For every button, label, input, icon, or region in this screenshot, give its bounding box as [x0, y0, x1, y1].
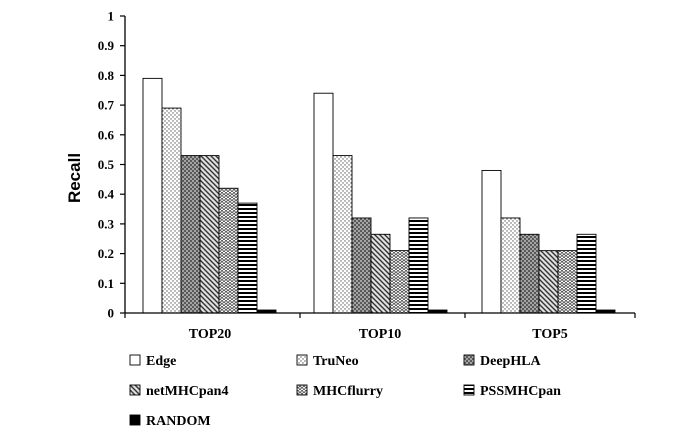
bar-pssmhcpan-top20: [237, 202, 258, 314]
y-tick-label: 0: [108, 306, 115, 321]
legend-label-edge: Edge: [146, 354, 176, 369]
legend-label-deephla: DeepHLA: [480, 354, 542, 369]
y-tick-label: 1: [108, 9, 115, 24]
legend-swatch-pssmhcpan: [463, 384, 475, 396]
legend-label-random: RANDOM: [146, 414, 211, 429]
legend-swatch-netmhcpan4: [129, 384, 141, 396]
bar-deephla-top20: [180, 155, 201, 314]
axes: [124, 16, 636, 318]
y-axis-ticks: 0 0.1 0.2 0.3 0.4 0.5 0.6 0.7 0.8 0.9 1: [98, 9, 125, 321]
bar-netmhcpan4-top5: [538, 250, 559, 314]
bar-mhcflurry-top20: [218, 187, 239, 314]
bar-truneo-top10: [332, 155, 353, 314]
legend-swatch-deephla: [463, 354, 475, 366]
y-tick-label: 0.3: [98, 216, 115, 231]
bar-edge-top5: [481, 169, 502, 314]
legend-swatch-truneo: [296, 354, 308, 366]
y-axis-label: Recall: [65, 153, 84, 203]
bar-deephla-top10: [351, 217, 372, 314]
y-tick-label: 0.6: [98, 127, 115, 142]
bar-pssmhcpan-top5: [576, 233, 597, 314]
y-tick-label: 0.9: [98, 38, 115, 53]
legend-label-pssmhcpan: PSSMHCpan: [480, 384, 561, 399]
x-axis-categories: TOP20 TOP10 TOP5: [189, 327, 568, 342]
legend-swatch-edge: [129, 354, 141, 366]
bar-pssmhcpan-top10: [408, 217, 429, 314]
legend-label-netmhcpan4: netMHCpan4: [146, 384, 228, 399]
bar-truneo-top5: [500, 217, 521, 314]
bar-netmhcpan4-top20: [199, 155, 220, 314]
bar-deephla-top5: [519, 233, 540, 314]
bar-mhcflurry-top10: [389, 250, 410, 314]
y-tick-label: 0.2: [98, 246, 114, 261]
legend-label-mhcflurry: MHCflurry: [313, 384, 383, 399]
legend-label-truneo: TruNeo: [313, 354, 359, 369]
y-tick-label: 0.7: [98, 98, 115, 113]
bars: [142, 77, 616, 314]
x-category-label: TOP10: [359, 327, 402, 342]
legend: Edge TruNeo DeepHLA netMHCpan4 MHCflurry PSSM…: [129, 354, 561, 429]
x-category-label: TOP5: [532, 327, 568, 342]
bar-mhcflurry-top5: [557, 250, 578, 314]
y-tick-label: 0.5: [98, 157, 115, 172]
x-category-label: TOP20: [189, 327, 232, 342]
legend-swatch-random: [129, 414, 141, 426]
bar-truneo-top20: [161, 107, 182, 314]
y-tick-label: 0.1: [98, 276, 114, 291]
y-tick-label: 0.4: [98, 187, 115, 202]
bar-edge-top10: [313, 92, 334, 314]
bar-edge-top20: [142, 77, 163, 314]
bar-netmhcpan4-top10: [370, 233, 391, 314]
y-tick-label: 0.8: [98, 68, 115, 83]
legend-swatch-mhcflurry: [296, 384, 308, 396]
